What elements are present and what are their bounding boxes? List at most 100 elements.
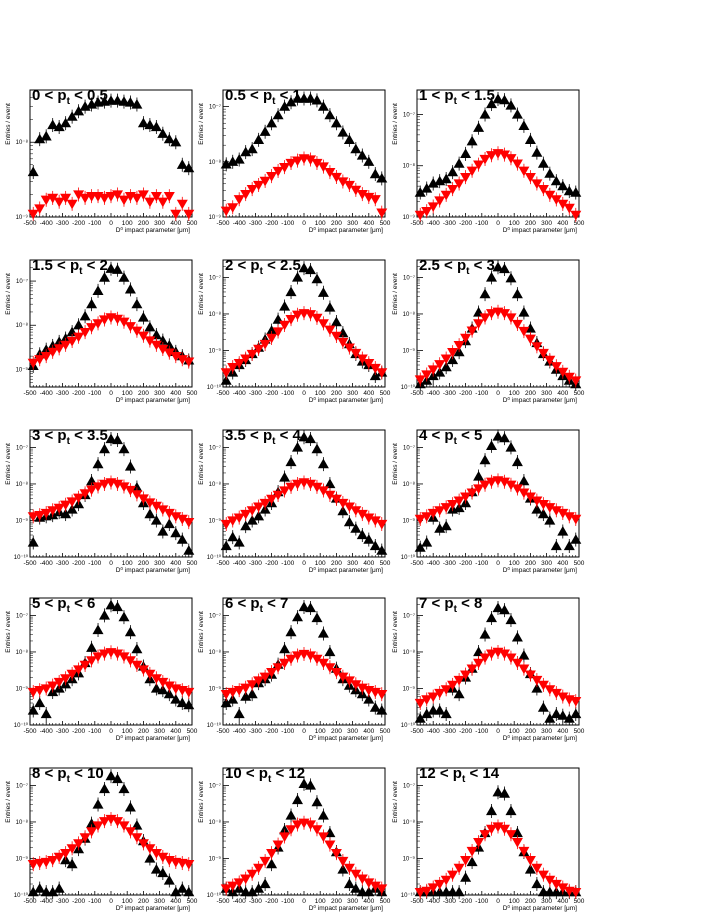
y-tick-label: 10⁻⁸ [403,819,416,826]
x-tick-label: 300 [154,898,165,905]
y-axis-label: Entries / event [198,611,205,653]
x-tick-label: -200 [265,560,278,567]
x-tick-label: -200 [72,898,85,905]
x-axis-label: D⁰ impact parameter [μm] [116,396,190,404]
panel-12: -500 -400 -300 -200 -100 0 100 200 300 400 500 10⁻⁷… [392,595,585,742]
x-tick-label: 0 [496,728,500,735]
y-tick-label: 10⁻¹⁰ [14,892,29,899]
x-tick-label: -400 [40,728,53,735]
x-tick-label: -200 [459,898,472,905]
x-tick-label: -300 [443,560,456,567]
x-tick-label: 100 [509,390,520,397]
y-tick-label: 10⁻¹⁰ [207,892,222,899]
x-tick-label: -400 [40,560,53,567]
y-tick-label: 10⁻⁸ [16,481,29,488]
y-tick-label: 10⁻⁸ [209,159,222,166]
x-tick-label: 0 [496,390,500,397]
panel-9: -500 -400 -300 -200 -100 0 100 200 300 400 500 10⁻⁷… [392,427,585,574]
x-tick-label: 0 [496,560,500,567]
plot-frame [29,429,193,558]
panel-title: 1 < pt < 1.5 [419,87,495,107]
plot-frame [29,767,193,896]
x-tick-label: -200 [265,220,278,227]
x-tick-label: 500 [380,728,391,735]
x-tick-label: 200 [138,898,149,905]
x-tick-label: -300 [56,728,69,735]
x-tick-label: 200 [525,728,536,735]
x-tick-label: -100 [281,220,294,227]
x-tick-label: 400 [170,898,181,905]
x-tick-label: 500 [380,898,391,905]
x-tick-label: -400 [233,390,246,397]
x-tick-label: 100 [122,728,133,735]
x-tick-label: 100 [315,560,326,567]
y-tick-label: 10⁻⁹ [209,214,222,221]
x-tick-label: 300 [541,390,552,397]
x-axis-label: D⁰ impact parameter [μm] [116,226,190,234]
x-tick-label: 500 [574,560,585,567]
y-tick-label: 10⁻⁷ [403,274,415,281]
y-tick-label: 10⁻⁹ [16,685,29,692]
x-tick-label: -200 [265,898,278,905]
y-tick-label: 10⁻⁷ [16,782,28,789]
x-axis-label: D⁰ impact parameter [μm] [309,904,383,912]
y-axis-label: Entries / event [198,103,205,145]
y-axis-label: Entries / event [392,443,399,485]
x-tick-label: 300 [541,898,552,905]
x-tick-label: -200 [265,728,278,735]
x-tick-label: 100 [122,390,133,397]
x-tick-label: 300 [347,898,358,905]
y-axis-label: Entries / event [5,443,12,485]
x-tick-label: 500 [187,560,198,567]
x-tick-label: 200 [331,390,342,397]
x-tick-label: -400 [427,390,440,397]
y-axis-label: Entries / event [5,611,12,653]
y-tick-label: 10⁻⁷ [403,111,415,118]
x-tick-label: 0 [302,220,306,227]
x-tick-label: 0 [496,898,500,905]
panel-1: -500 -400 -300 -200 -100 0 100 200 300 400 500 10⁻⁸… [5,87,198,234]
x-tick-label: -300 [443,728,456,735]
x-tick-label: 500 [187,898,198,905]
y-axis-label: Entries / event [198,273,205,315]
y-axis-label: Entries / event [392,103,399,145]
y-tick-label: 10⁻¹⁰ [14,722,29,729]
x-tick-label: -400 [427,560,440,567]
x-tick-label: 400 [363,898,374,905]
x-tick-label: 300 [154,728,165,735]
y-tick-label: 10⁻⁹ [403,855,416,862]
x-tick-label: 300 [347,560,358,567]
x-tick-label: -300 [249,390,262,397]
y-tick-label: 10⁻⁸ [209,649,222,656]
panel-title: 4 < pt < 5 [419,427,482,447]
x-tick-label: 300 [154,220,165,227]
x-axis-label: D⁰ impact parameter [μm] [309,226,383,234]
panel-5: -500 -400 -300 -200 -100 0 100 200 300 400 500 10⁻⁷… [198,257,391,404]
plot-frame [222,597,386,726]
x-tick-label: -200 [459,728,472,735]
x-tick-label: -400 [40,898,53,905]
x-tick-label: -200 [459,220,472,227]
x-tick-label: 500 [574,728,585,735]
x-tick-label: 200 [331,220,342,227]
x-tick-label: 0 [109,898,113,905]
panel-title: 5 < pt < 6 [32,595,95,615]
y-tick-label: 10⁻⁹ [403,517,416,524]
x-tick-label: -500 [410,390,423,397]
x-tick-label: 200 [525,390,536,397]
x-tick-label: -400 [233,898,246,905]
x-tick-label: -200 [72,390,85,397]
x-tick-label: -100 [475,390,488,397]
x-tick-label: -100 [88,220,101,227]
x-tick-label: 500 [574,220,585,227]
y-axis-label: Entries / event [198,781,205,823]
y-tick-label: 10⁻⁸ [403,481,416,488]
y-tick-label: 10⁻⁷ [209,612,221,619]
x-tick-label: -100 [88,898,101,905]
x-tick-label: -500 [410,728,423,735]
y-tick-label: 10⁻⁹ [16,855,29,862]
x-axis-label: D⁰ impact parameter [μm] [309,566,383,574]
x-tick-label: -300 [56,898,69,905]
panel-7: -500 -400 -300 -200 -100 0 100 200 300 400 500 10⁻⁷… [5,427,198,574]
x-tick-label: 400 [170,390,181,397]
